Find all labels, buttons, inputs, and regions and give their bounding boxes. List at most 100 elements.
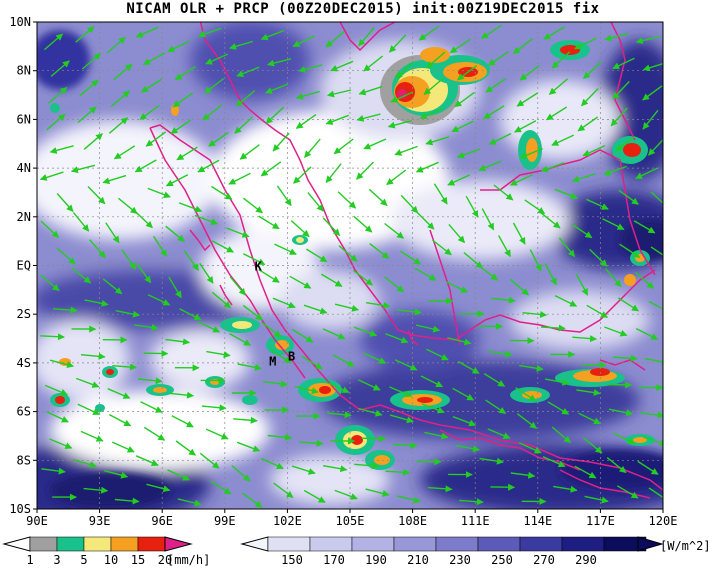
wind-arrow [242,253,266,266]
wind-arrow [40,274,60,292]
wind-arrow [237,363,262,371]
wind-arrow [199,452,220,469]
wind-arrow [228,172,251,185]
wind-arrow [353,215,373,233]
lon-tick-label: 90E [26,514,48,528]
wind-arrow [388,34,407,53]
wind-arrow [514,120,537,133]
wind-arrow [48,86,68,104]
wind-arrow [325,163,342,184]
wind-arrow [135,26,159,38]
olr-bar-high-end [637,536,664,552]
wind-arrow [488,51,509,66]
lat-tick-label: 6S [17,405,31,419]
wind-arrow [356,113,381,122]
wind-arrow [602,218,625,231]
wind-arrow [586,304,609,319]
place-label: B [288,349,295,363]
wind-arrow [358,27,375,47]
wind-arrow [571,173,596,183]
wind-arrow [650,246,663,256]
wind-arrow [153,235,168,257]
olr-bar-swatch [561,536,605,552]
wind-arrow [70,164,96,174]
wind-arrow [544,263,557,286]
precip-colorbar: 1 3 5 10 15 20[mm/h] [2,536,210,567]
wind-arrow [455,444,480,453]
wind-arrow [272,132,290,152]
wind-arrow [102,278,123,295]
wind-arrow [298,64,323,73]
wind-arrow [77,403,101,416]
wind-arrow [425,136,450,146]
wind-arrow [80,352,106,360]
lon-tick-label: 120E [649,514,678,528]
wind-arrow [236,441,261,452]
wind-arrow [258,269,280,283]
wind-arrow [115,310,140,318]
wind-arrow [551,134,574,146]
lon-tick-label: 108E [398,514,427,528]
wind-arrow [493,184,514,201]
wind-arrow [146,483,171,493]
wind-arrow [447,174,471,186]
lat-tick-label: 2S [17,307,31,321]
precip-bar-label: 15 [131,553,145,567]
wind-arrow [40,333,65,341]
wind-arrow [394,359,418,371]
wind-arrow [606,457,627,474]
wind-arrow [454,91,475,108]
wind-arrow [201,404,227,412]
lon-tick-labels: 90E 93E 96E 99E 102E 105E 108E 111E 114E 117E 120E [26,509,677,528]
wind-arrow [75,26,95,43]
wind-arrow [612,80,630,100]
wind-arrow [322,465,348,473]
wind-arrow [613,354,638,362]
wind-arrow [640,411,663,419]
wind-arrow [77,106,97,124]
wind-arrow [488,132,512,145]
wind-arrow [644,357,663,366]
wind-vectors [39,24,663,508]
wind-arrow [635,35,660,45]
olr-colorbar: 150 170 190 210 230 250 270 290 [W/m^2] [240,536,711,567]
wind-arrow [389,386,413,398]
precip-bar-swatch [83,536,112,552]
wind-arrow [426,51,446,69]
wind-arrow [322,217,341,237]
wind-arrow [87,186,106,205]
wind-arrow [298,439,324,447]
wind-arrow [334,303,359,312]
wind-arrow [292,328,314,343]
wind-arrow [75,377,100,388]
lon-tick-label: 93E [89,514,111,528]
wind-arrow [485,399,507,414]
wind-arrow [487,428,511,439]
wind-arrow [242,197,263,214]
wind-arrow [105,222,120,244]
wind-arrow [234,116,253,134]
wind-arrow [265,83,289,94]
wind-arrow [415,161,439,173]
wind-arrow [551,51,571,69]
wind-arrow [583,61,602,80]
lat-tick-label: 8S [17,453,31,467]
wind-arrow [291,465,316,475]
wind-arrow [175,440,196,456]
wind-arrow [582,437,603,454]
wind-arrow [610,107,628,127]
wind-arrow [519,364,544,372]
wind-arrow [416,211,435,230]
olr-bar-swatch [435,536,479,552]
wind-arrow [516,92,538,107]
wind-arrow [306,248,328,263]
wind-arrow [165,225,185,242]
wind-arrow [540,212,561,229]
wind-arrow [110,90,130,108]
wind-arrow [229,332,252,346]
wind-arrow [210,480,232,495]
wind-arrow [39,171,64,181]
wind-arrow [294,385,319,395]
wind-arrow [589,248,608,267]
